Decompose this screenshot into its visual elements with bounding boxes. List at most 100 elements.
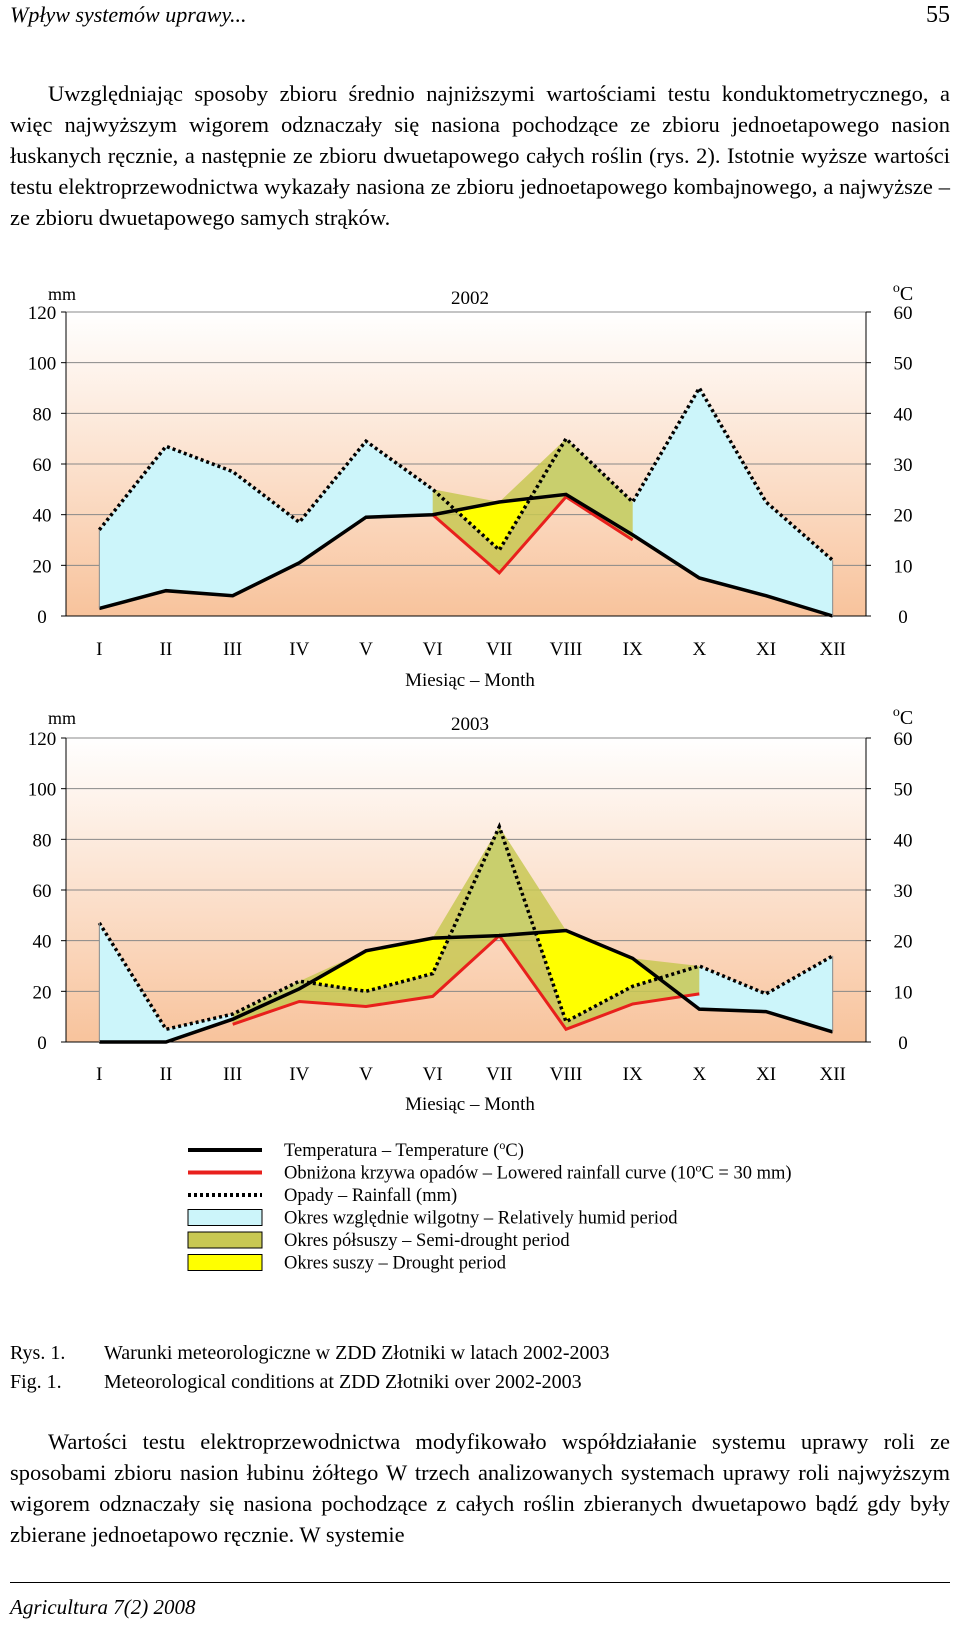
caption-pl: Rys. 1. Warunki meteorologiczne w ZDD Zło… bbox=[10, 1342, 609, 1365]
month-label: VIII bbox=[550, 639, 583, 660]
paragraph-1: Uwzględniając sposoby zbioru średnio naj… bbox=[10, 81, 950, 230]
unit-right: oC bbox=[893, 705, 913, 729]
caption-pl-label: Rys. 1. bbox=[10, 1342, 66, 1364]
month-label: VI bbox=[423, 639, 443, 660]
y-tick-left: 100 bbox=[28, 780, 57, 801]
y-tick-right: 20 bbox=[894, 506, 913, 527]
legend-swatch bbox=[187, 1254, 263, 1271]
y-tick-left: 0 bbox=[37, 607, 47, 628]
y-tick-right: 50 bbox=[894, 780, 913, 801]
y-tick-left: 20 bbox=[33, 982, 52, 1003]
legend-label: Obniżona krzywa opadów – Lowered rainfal… bbox=[284, 1161, 792, 1184]
footer-journal: Agricultura 7(2) 2008 bbox=[10, 1595, 196, 1619]
month-label: VII bbox=[486, 639, 512, 660]
y-tick-right: 60 bbox=[894, 303, 913, 324]
unit-right-sup: o bbox=[893, 705, 900, 720]
y-tick-right: 40 bbox=[894, 830, 913, 851]
running-head: Wpływ systemów uprawy... 55 bbox=[10, 2, 950, 32]
caption-pl-text: Warunki meteorologiczne w ZDD Złotniki w… bbox=[104, 1342, 610, 1364]
y-tick-right: 10 bbox=[894, 556, 913, 577]
month-label: VIII bbox=[550, 1064, 583, 1085]
footer-rule bbox=[10, 1582, 950, 1583]
legend-label: Okres suszy – Drought period bbox=[284, 1254, 507, 1274]
y-tick-right: 20 bbox=[894, 932, 913, 953]
y-tick-left: 120 bbox=[28, 303, 57, 324]
y-tick-left: 120 bbox=[28, 729, 57, 750]
y-tick-left: 60 bbox=[33, 455, 52, 476]
running-title: Wpływ systemów uprawy... bbox=[10, 2, 247, 27]
y-tick-left: 100 bbox=[28, 354, 57, 375]
month-label: IX bbox=[623, 639, 643, 660]
drought-period-area bbox=[535, 930, 659, 1022]
month-label: III bbox=[223, 1064, 242, 1085]
legend: Temperatura – Temperature (oC)Obniżona k… bbox=[187, 1138, 792, 1274]
y-tick-left: 40 bbox=[33, 932, 52, 953]
chart-title: 2002 bbox=[451, 288, 489, 309]
x-axis-label: Miesiąc – Month bbox=[405, 1094, 535, 1115]
y-tick-right: 50 bbox=[894, 354, 913, 375]
y-tick-left: 0 bbox=[37, 1033, 47, 1054]
unit-right-base: C bbox=[900, 283, 913, 305]
series-lowered-rainfall bbox=[431, 494, 634, 576]
month-label: IV bbox=[289, 639, 309, 660]
caption-en-text: Meteorological conditions at ZDD Złotnik… bbox=[104, 1371, 582, 1393]
legend-label: Okres półsuszy – Semi-drought period bbox=[284, 1231, 570, 1251]
series-rainfall bbox=[97, 384, 834, 562]
chart-title: 2003 bbox=[451, 714, 489, 735]
x-axis-label: Miesiąc – Month bbox=[405, 670, 535, 691]
drought-period-area bbox=[455, 498, 531, 551]
month-label: I bbox=[96, 639, 102, 660]
month-label: X bbox=[692, 639, 706, 660]
month-label: IX bbox=[623, 1064, 643, 1085]
unit-right-sup: o bbox=[893, 281, 900, 296]
caption-en: Fig. 1. Meteorological conditions at ZDD … bbox=[10, 1371, 582, 1394]
y-tick-right: 40 bbox=[894, 404, 913, 425]
paragraph-2: Wartości testu elektroprzewodnictwa mody… bbox=[10, 1429, 950, 1547]
month-label: XII bbox=[819, 639, 845, 660]
y-tick-right: 60 bbox=[894, 729, 913, 750]
month-label: V bbox=[359, 639, 373, 660]
month-label: XI bbox=[756, 639, 776, 660]
month-label: II bbox=[160, 1064, 173, 1085]
page-number: 55 bbox=[926, 2, 950, 28]
series-lowered-rainfall bbox=[232, 933, 700, 1032]
series-rainfall bbox=[97, 821, 834, 1032]
legend-label: Okres względnie wilgotny – Relatively hu… bbox=[284, 1209, 678, 1229]
legend-label: Opady – Rainfall (mm) bbox=[284, 1186, 457, 1206]
semi-drought-period-area bbox=[432, 438, 633, 573]
series-temperature bbox=[99, 928, 834, 1044]
month-label: V bbox=[359, 1064, 373, 1085]
y-tick-left: 80 bbox=[33, 830, 52, 851]
month-label: I bbox=[96, 1064, 102, 1085]
month-label: VII bbox=[486, 1064, 512, 1085]
y-tick-left: 40 bbox=[33, 506, 52, 527]
unit-left: mm bbox=[48, 708, 76, 728]
y-tick-right: 0 bbox=[898, 607, 908, 628]
caption-en-label: Fig. 1. bbox=[10, 1371, 62, 1393]
month-label: VI bbox=[423, 1064, 443, 1085]
month-label: II bbox=[160, 639, 173, 660]
legend-swatch bbox=[187, 1231, 263, 1249]
y-tick-left: 80 bbox=[33, 404, 52, 425]
month-label: XII bbox=[819, 1064, 845, 1085]
month-label: XI bbox=[756, 1064, 776, 1085]
unit-left: mm bbox=[48, 284, 76, 304]
humid-period-area bbox=[99, 388, 833, 616]
month-label: X bbox=[692, 1064, 706, 1085]
month-label: IV bbox=[289, 1064, 309, 1085]
y-tick-left: 60 bbox=[33, 881, 52, 902]
series-temperature bbox=[98, 492, 834, 618]
y-tick-right: 30 bbox=[894, 455, 913, 476]
month-label: III bbox=[223, 639, 242, 660]
unit-right: oC bbox=[893, 281, 913, 305]
y-tick-left: 20 bbox=[33, 556, 52, 577]
y-tick-right: 0 bbox=[898, 1033, 908, 1054]
unit-right-base: C bbox=[900, 707, 913, 729]
y-tick-right: 30 bbox=[894, 881, 913, 902]
legend-label: Temperatura – Temperature (oC) bbox=[284, 1138, 524, 1161]
y-tick-right: 10 bbox=[894, 982, 913, 1003]
legend-swatch bbox=[187, 1209, 263, 1226]
